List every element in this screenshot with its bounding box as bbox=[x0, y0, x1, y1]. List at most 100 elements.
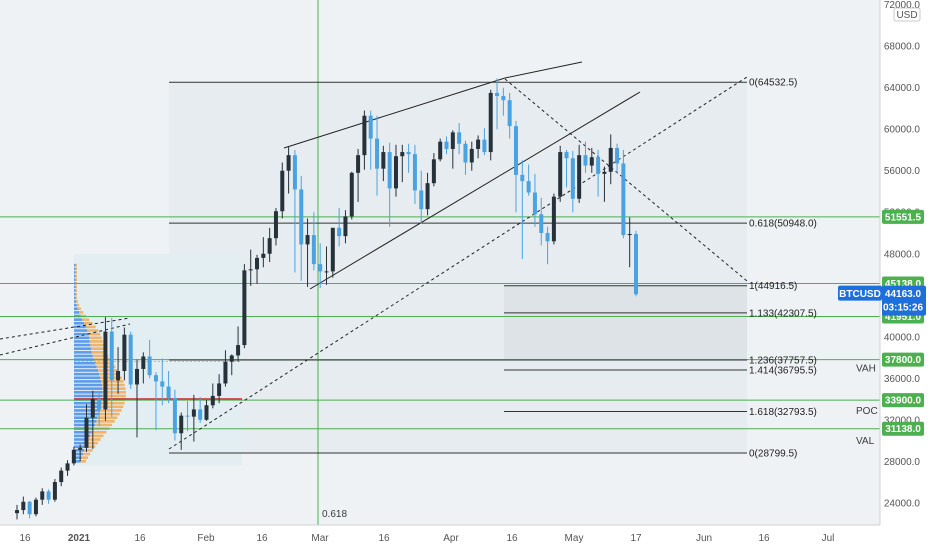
candle-body[interactable] bbox=[261, 253, 266, 258]
trend-line[interactable] bbox=[0, 317, 131, 340]
price-axis[interactable] bbox=[880, 0, 932, 550]
currency-box[interactable] bbox=[893, 7, 921, 22]
candle-body[interactable] bbox=[520, 174, 525, 182]
candle-body[interactable] bbox=[577, 155, 582, 199]
candle-body[interactable] bbox=[488, 92, 493, 153]
candle-body[interactable] bbox=[349, 172, 354, 217]
candle-body[interactable] bbox=[141, 356, 146, 369]
candle-body[interactable] bbox=[299, 189, 304, 245]
candle-body[interactable] bbox=[40, 491, 45, 500]
candle-body[interactable] bbox=[305, 235, 310, 245]
candle-body[interactable] bbox=[431, 159, 436, 184]
candle-body[interactable] bbox=[65, 463, 70, 471]
candle-body[interactable] bbox=[362, 115, 367, 156]
candle-body[interactable] bbox=[337, 227, 342, 237]
candle-body[interactable] bbox=[128, 334, 133, 385]
candle-body[interactable] bbox=[236, 345, 241, 356]
candle-body[interactable] bbox=[97, 399, 102, 410]
price-level-badge[interactable] bbox=[882, 393, 924, 408]
candle-body[interactable] bbox=[273, 211, 278, 239]
candle-body[interactable] bbox=[570, 158, 575, 199]
candle-body[interactable] bbox=[21, 501, 26, 511]
candle-body[interactable] bbox=[116, 371, 121, 381]
candle-body[interactable] bbox=[564, 152, 569, 159]
candle-body[interactable] bbox=[179, 415, 184, 434]
candle-body[interactable] bbox=[545, 232, 550, 242]
symbol-tag[interactable] bbox=[838, 285, 882, 301]
candle-body[interactable] bbox=[627, 234, 632, 236]
candle-body[interactable] bbox=[583, 155, 588, 166]
price-level-badge[interactable] bbox=[882, 421, 924, 436]
candle-body[interactable] bbox=[103, 331, 108, 410]
candle-body[interactable] bbox=[52, 482, 57, 500]
candle-body[interactable] bbox=[191, 409, 196, 417]
candle-body[interactable] bbox=[185, 415, 190, 417]
candle-body[interactable] bbox=[596, 157, 601, 174]
trend-line[interactable] bbox=[504, 78, 748, 282]
price-level-badge[interactable] bbox=[882, 209, 924, 224]
candle-body[interactable] bbox=[229, 355, 234, 362]
candle-body[interactable] bbox=[223, 361, 228, 384]
candle-body[interactable] bbox=[412, 154, 417, 191]
candle-body[interactable] bbox=[425, 183, 430, 210]
candle-body[interactable] bbox=[539, 214, 544, 233]
candle-body[interactable] bbox=[166, 386, 171, 398]
trend-line[interactable] bbox=[283, 77, 506, 149]
candle-body[interactable] bbox=[400, 152, 405, 157]
candle-body[interactable] bbox=[324, 271, 329, 273]
time-axis[interactable] bbox=[0, 525, 880, 550]
trend-line[interactable] bbox=[168, 76, 748, 450]
candle-body[interactable] bbox=[109, 331, 114, 381]
candle-body[interactable] bbox=[621, 163, 626, 236]
candle-body[interactable] bbox=[393, 156, 398, 189]
candle-body[interactable] bbox=[90, 399, 95, 418]
candle-body[interactable] bbox=[457, 132, 462, 144]
candle-body[interactable] bbox=[267, 238, 272, 254]
current-price-badge[interactable] bbox=[882, 285, 926, 316]
candle-body[interactable] bbox=[78, 447, 83, 450]
candle-body[interactable] bbox=[46, 491, 51, 500]
trend-line[interactable] bbox=[309, 91, 641, 290]
candle-body[interactable] bbox=[330, 227, 335, 272]
candle-body[interactable] bbox=[589, 157, 594, 166]
trend-line[interactable] bbox=[0, 323, 131, 356]
candle-body[interactable] bbox=[450, 132, 455, 149]
candle-body[interactable] bbox=[419, 190, 424, 210]
candle-body[interactable] bbox=[122, 334, 127, 372]
candle-body[interactable] bbox=[501, 96, 506, 101]
candle-body[interactable] bbox=[482, 139, 487, 153]
candle-body[interactable] bbox=[27, 501, 32, 515]
candle-body[interactable] bbox=[387, 152, 392, 189]
candle-body[interactable] bbox=[444, 141, 449, 149]
candle-body[interactable] bbox=[280, 170, 285, 212]
candle-body[interactable] bbox=[59, 470, 64, 483]
candle-body[interactable] bbox=[84, 417, 89, 448]
candle-body[interactable] bbox=[172, 397, 177, 434]
candle-body[interactable] bbox=[469, 148, 474, 163]
candle-body[interactable] bbox=[532, 192, 537, 215]
trend-line[interactable] bbox=[504, 61, 583, 79]
candle-body[interactable] bbox=[476, 139, 481, 149]
price-level-badge[interactable] bbox=[882, 352, 924, 367]
candle-body[interactable] bbox=[463, 143, 468, 163]
candle-body[interactable] bbox=[495, 92, 500, 97]
candle-body[interactable] bbox=[255, 257, 260, 270]
candle-body[interactable] bbox=[368, 115, 373, 139]
candle-body[interactable] bbox=[318, 264, 323, 272]
candle-body[interactable] bbox=[15, 510, 19, 514]
candle-body[interactable] bbox=[242, 270, 247, 346]
candle-body[interactable] bbox=[71, 449, 76, 464]
candle-body[interactable] bbox=[381, 152, 386, 169]
candle-body[interactable] bbox=[615, 147, 620, 164]
candle-body[interactable] bbox=[286, 155, 291, 171]
candle-body[interactable] bbox=[248, 269, 253, 271]
candle-body[interactable] bbox=[33, 499, 38, 515]
candle-body[interactable] bbox=[160, 381, 165, 387]
candle-body[interactable] bbox=[526, 181, 531, 193]
candle-body[interactable] bbox=[507, 100, 512, 127]
candle-body[interactable] bbox=[558, 152, 563, 197]
candle-body[interactable] bbox=[551, 196, 556, 242]
candle-body[interactable] bbox=[217, 383, 222, 396]
candle-body[interactable] bbox=[438, 141, 443, 160]
